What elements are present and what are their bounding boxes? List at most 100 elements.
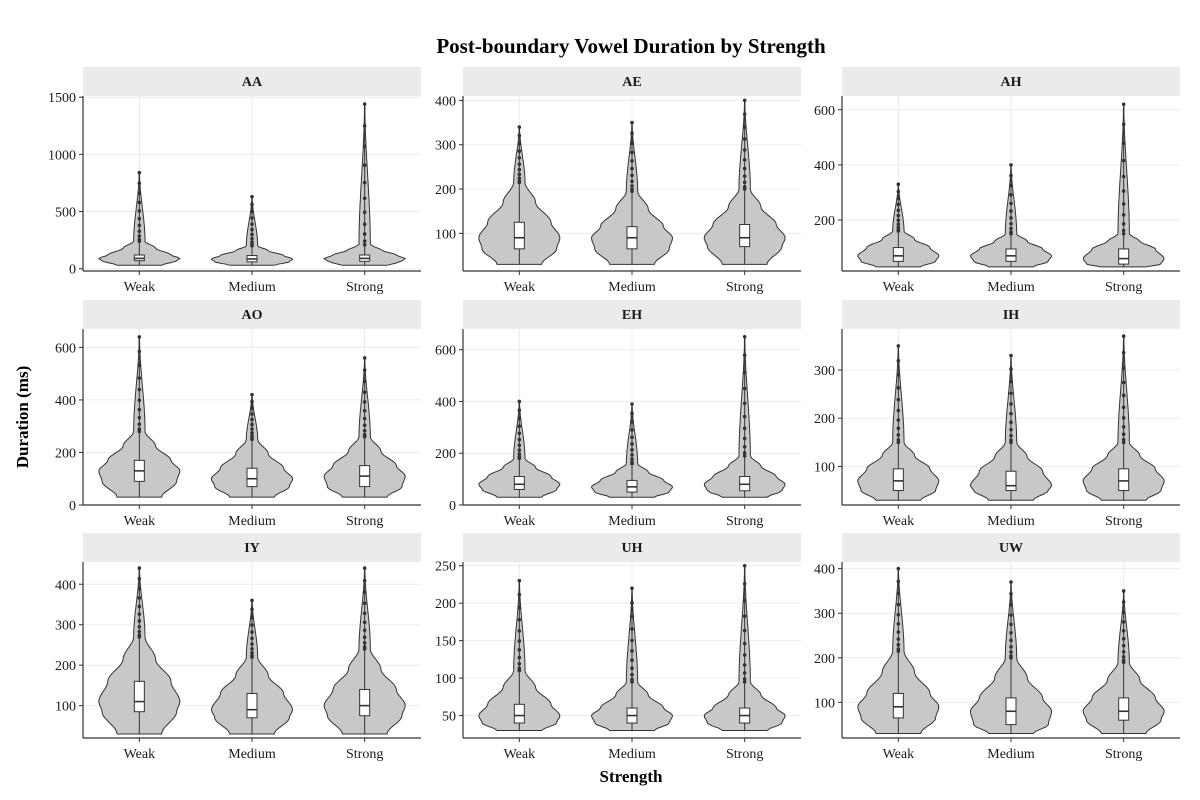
outlier-point (137, 216, 142, 221)
outlier-point (742, 401, 747, 406)
outlier-point (896, 202, 901, 207)
strip-label-aa: AA (242, 75, 263, 90)
x-tick-label-medium: Medium (987, 280, 1035, 295)
outlier-point (250, 431, 254, 435)
outlier-point (630, 187, 634, 192)
outlier-point (137, 596, 142, 600)
y-tick-label: 300 (814, 607, 835, 622)
y-tick-label: 100 (435, 227, 456, 242)
outlier-point (896, 359, 901, 363)
x-tick-label-medium: Medium (608, 747, 656, 762)
outlier-point (517, 455, 522, 459)
outlier-point (362, 645, 367, 649)
y-tick-label: 300 (55, 619, 76, 634)
outlier-point (517, 162, 522, 166)
outlier-point (742, 158, 747, 162)
outlier-point (250, 653, 254, 658)
outlier-point (362, 590, 367, 595)
outlier-point (1121, 334, 1126, 339)
outlier-point (362, 239, 367, 243)
outlier-point (1009, 644, 1013, 649)
outlier-point (250, 227, 254, 232)
violin-group-ae-weak (478, 125, 561, 265)
y-tick-label: 600 (435, 344, 456, 359)
outlier-point (896, 196, 901, 201)
violin-group-uw-weak (857, 566, 940, 734)
outlier-point (742, 563, 747, 568)
outlier-point (362, 124, 367, 128)
outlier-point (1121, 393, 1126, 398)
x-tick-label-weak: Weak (883, 747, 915, 762)
violin-group-iy-strong (323, 566, 406, 735)
outlier-point (362, 408, 367, 413)
outlier-point (1009, 367, 1013, 371)
outlier-point (137, 237, 142, 242)
strip-iy (83, 533, 421, 562)
panel-aa: AA 0 500 1000 1500 Weak Medium Strong (48, 67, 421, 295)
outlier-point (1009, 427, 1013, 432)
x-tick-label-strong: Strong (726, 514, 763, 529)
violin-group-ao-weak (98, 335, 181, 498)
outlier-point (1121, 628, 1126, 633)
outlier-point (742, 614, 747, 619)
outlier-point (517, 437, 522, 442)
outlier-point (630, 402, 634, 406)
x-tick-label-medium: Medium (987, 747, 1035, 762)
outlier-point (1009, 216, 1013, 220)
violin-group-uh-weak (478, 578, 561, 731)
outlier-point (1121, 228, 1126, 233)
outlier-point (1121, 380, 1126, 385)
outlier-point (1009, 420, 1013, 425)
outlier-point (517, 592, 522, 597)
outlier-point (137, 223, 142, 228)
outlier-point (742, 677, 747, 681)
outlier-point (1121, 122, 1126, 127)
outlier-point (742, 581, 747, 586)
outlier-point (362, 428, 367, 433)
strip-label-eh: EH (622, 308, 642, 323)
outlier-point (250, 630, 254, 634)
outlier-point (137, 398, 142, 403)
outlier-point (742, 436, 747, 441)
outlier-point (896, 438, 901, 442)
outlier-point (137, 200, 142, 205)
outlier-point (630, 600, 634, 605)
outlier-point (630, 672, 634, 677)
outlier-point (742, 185, 747, 189)
outlier-point (517, 661, 522, 666)
outlier-point (362, 196, 367, 201)
outlier-point (630, 131, 634, 136)
outlier-point (896, 622, 901, 626)
outlier-point (742, 386, 747, 391)
outlier-point (362, 222, 367, 226)
outlier-point (250, 623, 254, 627)
outlier-point (630, 120, 634, 125)
outlier-point (630, 614, 634, 619)
outlier-point (1121, 102, 1126, 107)
outlier-point (250, 240, 254, 244)
y-tick-label: 400 (435, 94, 456, 109)
y-tick-label: 200 (435, 447, 456, 462)
outlier-point (896, 637, 901, 641)
outlier-point (250, 427, 254, 431)
outlier-point (250, 615, 254, 620)
outlier-point (362, 416, 367, 421)
outlier-point (630, 184, 634, 188)
outlier-point (517, 167, 522, 172)
outlier-point (137, 576, 142, 581)
x-axis-title: Strength (600, 767, 664, 786)
violin-group-ae-medium (590, 120, 674, 265)
outlier-point (362, 180, 367, 185)
y-tick-label: 150 (435, 635, 456, 650)
outlier-point (517, 578, 522, 583)
strip-ae (463, 67, 801, 96)
outlier-point (1009, 173, 1013, 178)
outlier-point (1121, 231, 1126, 236)
y-tick-label: 600 (814, 104, 835, 119)
outlier-point (137, 566, 142, 570)
outlier-point (742, 641, 747, 646)
y-axis-title: Duration (ms) (13, 366, 32, 468)
outlier-point (630, 658, 634, 663)
outlier-point (896, 433, 901, 437)
y-tick-label: 300 (435, 139, 456, 154)
